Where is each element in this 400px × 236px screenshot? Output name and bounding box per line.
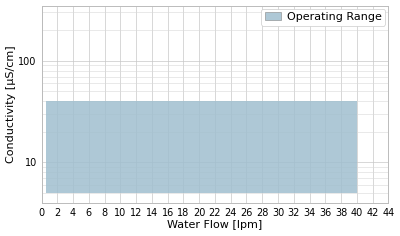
Y-axis label: Conductivity [μS/cm]: Conductivity [μS/cm] bbox=[6, 45, 16, 163]
X-axis label: Water Flow [lpm]: Water Flow [lpm] bbox=[167, 220, 262, 230]
Legend: Operating Range: Operating Range bbox=[261, 9, 385, 25]
